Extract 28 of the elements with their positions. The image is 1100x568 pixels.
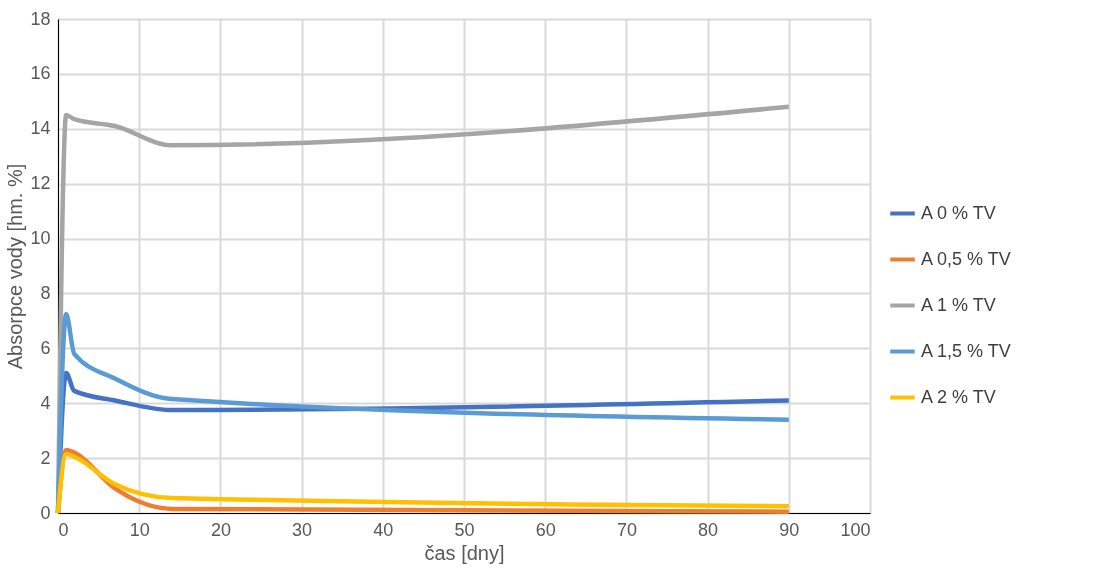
y-tick-label: 18 <box>30 8 51 29</box>
y-tick-label: 0 <box>40 502 51 523</box>
legend-label: A 1,5 % TV <box>921 340 1011 361</box>
x-tick-label: 90 <box>779 519 800 540</box>
x-tick-label: 0 <box>58 519 69 540</box>
y-axis-title: Absorpce vody [hm. %] <box>4 163 27 370</box>
legend-label: A 1 % TV <box>921 294 996 315</box>
x-tick-label: 70 <box>616 519 637 540</box>
y-tick-label: 10 <box>30 228 51 249</box>
x-tick-label: 50 <box>454 519 475 540</box>
y-tick-label: 16 <box>30 63 51 84</box>
x-tick-label: 10 <box>129 519 150 540</box>
x-axis-title: čas [dny] <box>424 541 505 564</box>
y-tick-label: 14 <box>30 118 51 139</box>
legend-label: A 0 % TV <box>921 202 996 223</box>
y-tick-label: 6 <box>40 337 51 358</box>
y-tick-label: 2 <box>40 447 51 468</box>
x-tick-label: 20 <box>210 519 231 540</box>
legend-label: A 0,5 % TV <box>921 248 1011 269</box>
x-tick-label: 40 <box>373 519 394 540</box>
x-tick-label: 30 <box>292 519 313 540</box>
x-tick-label: 100 <box>840 519 871 540</box>
legend-label: A 2 % TV <box>921 386 996 407</box>
y-tick-label: 8 <box>40 282 51 303</box>
y-tick-label: 12 <box>30 173 51 194</box>
x-tick-label: 60 <box>535 519 556 540</box>
x-tick-label: 80 <box>698 519 719 540</box>
y-tick-label: 4 <box>40 392 51 413</box>
